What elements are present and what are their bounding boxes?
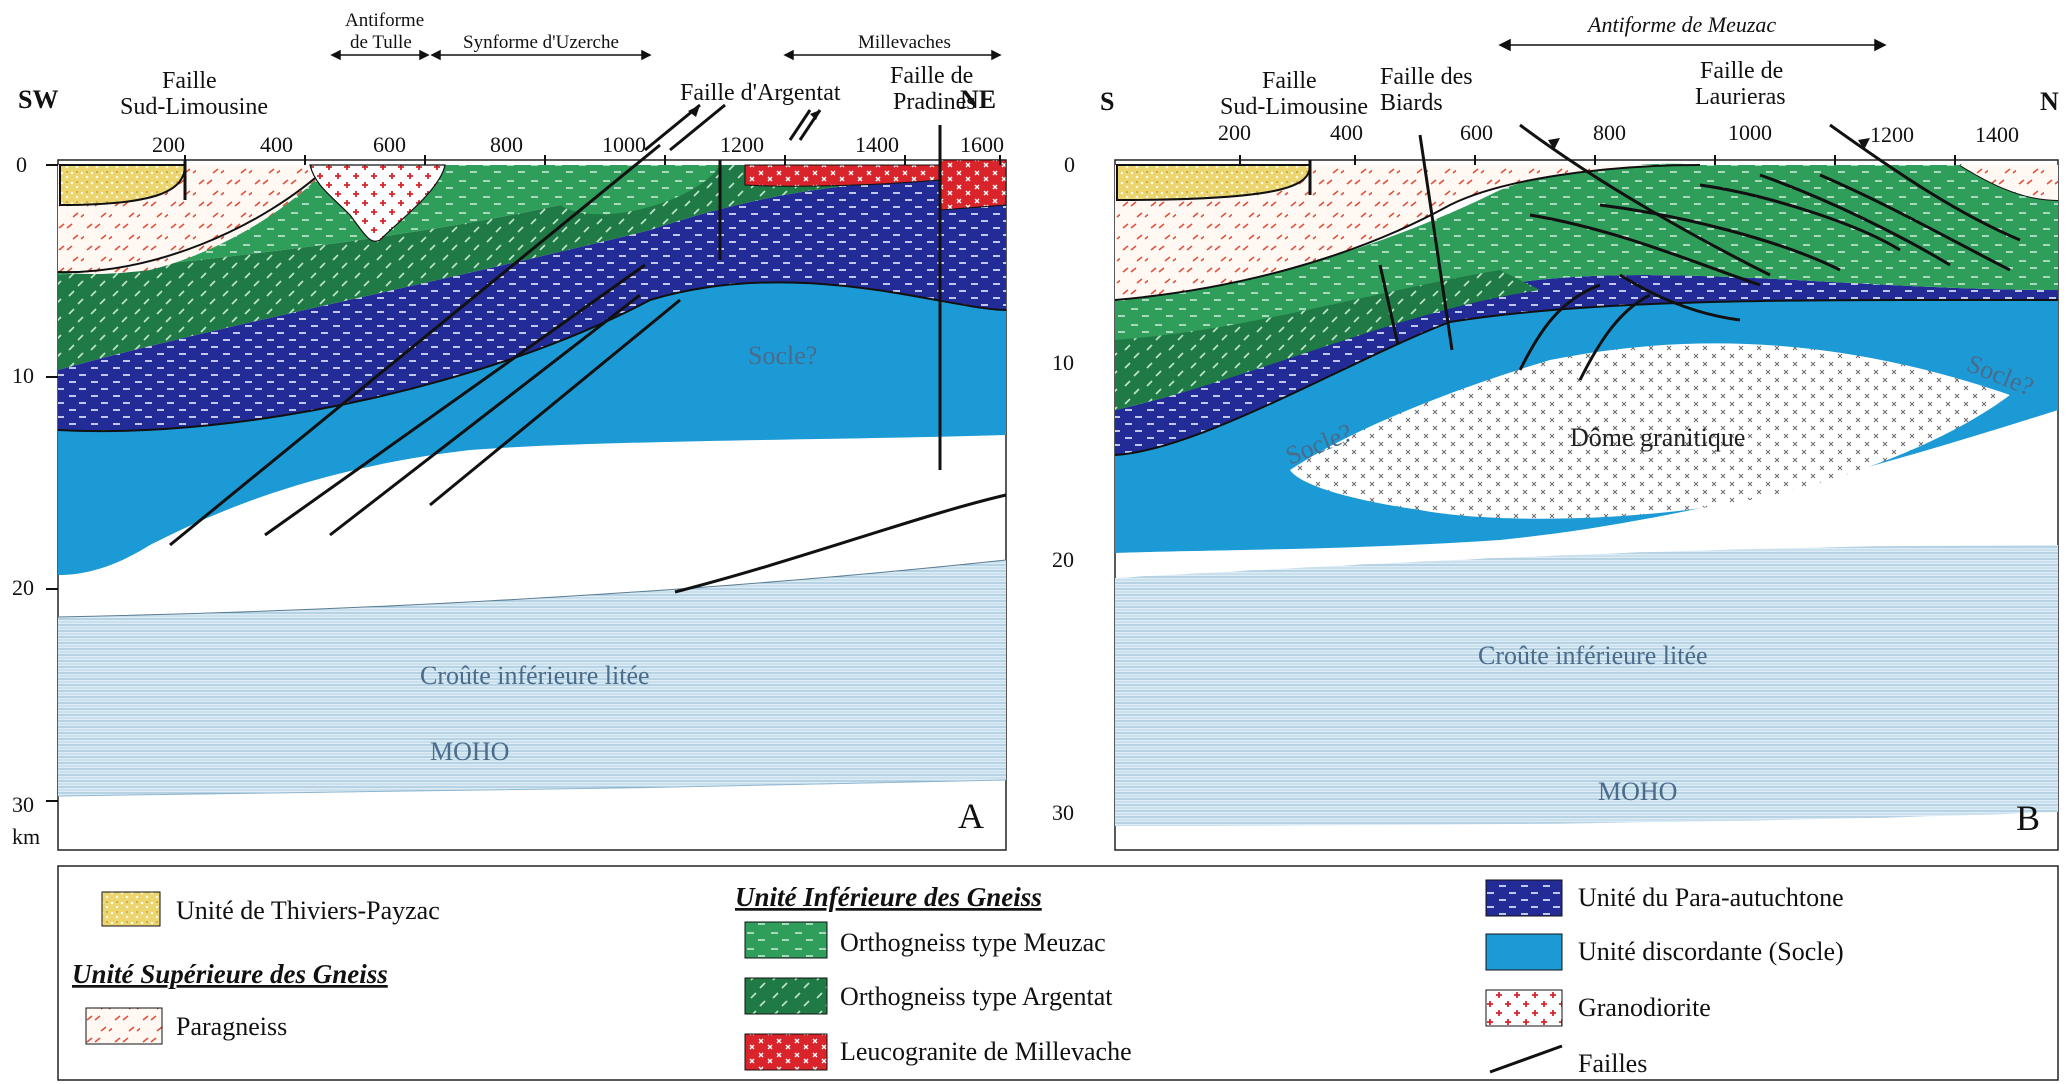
panel-b-header-antiforme: Antiforme de Meuzac — [1586, 12, 1776, 37]
panel-b-letter: B — [2016, 798, 2040, 838]
panel-a-label-faille-sud-limousine-2: Sud-Limousine — [120, 94, 268, 120]
panel-a-label-moho: MOHO — [430, 737, 509, 766]
panel-a-socle-layer — [58, 282, 1006, 575]
panel-b-xtick-200: 200 — [1218, 120, 1251, 145]
panel-a-dir-left: SW — [18, 85, 58, 114]
panel-a-dir-right: NE — [960, 85, 996, 114]
legend-failles: Failles — [1578, 1049, 1647, 1078]
legend-ortho-argentat: Orthogneiss type Argentat — [840, 982, 1113, 1011]
panel-b-xtick-1200: 1200 — [1870, 122, 1914, 147]
panel-b-depth-20: 20 — [1052, 547, 1074, 572]
legend-granodiorite: Granodiorite — [1578, 993, 1711, 1022]
panel-a-faults — [169, 103, 1007, 594]
legend-swatch-socle — [1485, 933, 1563, 971]
panel-b-label-faille-biards-1: Faille des — [1380, 64, 1473, 90]
legend-paragneiss: Paragneiss — [176, 1012, 287, 1041]
panel-b-xtick-800: 800 — [1593, 120, 1626, 145]
panel-a-orthogneiss-argentat — [58, 165, 1006, 370]
panel-b-xtick-1400: 1400 — [1975, 122, 2019, 147]
panel-a-label-faille-sud-limousine-1: Faille — [162, 68, 217, 94]
panel-a-xtick-600: 600 — [373, 132, 406, 157]
panel-b-orthogneiss-argentat — [1115, 270, 1540, 410]
legend-swatch-granodiorite — [1485, 989, 1563, 1027]
panel-b-label-faille-sud-limousine-1: Faille — [1262, 68, 1317, 94]
legend-para-autochtone: Unité du Para-autuchtone — [1578, 883, 1844, 912]
panel-a-xtick-400: 400 — [260, 132, 293, 157]
legend-superieure-title: Unité Supérieure des Gneiss — [72, 959, 388, 989]
panel-b-label-faille-biards-2: Biards — [1380, 90, 1443, 116]
panel-a-xtick-1600: 1600 — [960, 132, 1004, 157]
panel-b-paragneiss — [1115, 165, 1700, 300]
panel-a-label-socle: Socle? — [748, 341, 817, 370]
panel-b-granite-dome — [1290, 343, 2010, 519]
panel-b-label-lower-crust: Croûte inférieure litée — [1478, 641, 1708, 670]
panel-b: 200 400 600 800 1000 1200 1400 0 10 20 3… — [1052, 12, 2059, 851]
panel-b-depth-0: 0 — [1064, 152, 1075, 177]
panel-a-header-synforme: Synforme d'Uzerche — [463, 32, 619, 53]
panel-b-lower-crust — [1115, 545, 2058, 826]
panel-b-label-faille-sud-limousine-2: Sud-Limousine — [1220, 94, 1368, 120]
panel-a-depth-30: 30 — [12, 792, 34, 817]
panel-a-depth-20: 20 — [12, 575, 34, 600]
panel-b-para-autochtone-layer — [1115, 275, 2058, 455]
panel-a-granodiorite — [309, 164, 446, 242]
panel-a-depth-10: 10 — [12, 363, 34, 388]
panel-b-orthogneiss-meuzac — [1115, 163, 2058, 410]
panel-a-xtick-800: 800 — [490, 132, 523, 157]
panel-b-xtick-1000: 1000 — [1728, 120, 1772, 145]
legend-thiviers: Unité de Thiviers-Payzac — [176, 896, 440, 925]
legend: Unité de Thiviers-Payzac Unité Supérieur… — [57, 865, 2059, 1081]
panel-a-lower-crust — [58, 560, 1006, 796]
panel-a-xtick-1200: 1200 — [720, 132, 764, 157]
panel-a-depth-0: 0 — [16, 152, 27, 177]
panel-b-dir-right: N — [2040, 87, 2059, 116]
panel-b-label-dome: Dôme granitique — [1570, 423, 1745, 452]
panel-a-label-faille-pradines-2: Pradines — [893, 89, 976, 115]
panel-b-label-faille-laurieras-2: Laurieras — [1695, 84, 1786, 110]
panel-a-xtick-200: 200 — [152, 132, 185, 157]
panel-a-header-millevaches: Millevaches — [858, 32, 951, 53]
panel-b-x-ticks — [1239, 155, 1956, 165]
panel-b-label-moho: MOHO — [1598, 777, 1677, 806]
panel-a-label-faille-pradines-1: Faille de — [890, 63, 973, 89]
panel-a-header-antiforme-tulle-2: de Tulle — [350, 32, 412, 53]
panel-b-depth-30: 30 — [1052, 800, 1074, 825]
legend-inferieure-title: Unité Inférieure des Gneiss — [735, 882, 1042, 912]
legend-swatch-ortho-argentat — [744, 977, 828, 1015]
legend-swatch-paragneiss — [85, 1007, 163, 1045]
panel-a-para-autochtone-layer — [58, 180, 1006, 432]
panel-a-letter: A — [958, 796, 984, 836]
legend-swatch-thiviers — [101, 891, 161, 927]
legend-socle: Unité discordante (Socle) — [1578, 937, 1844, 966]
panel-a-label-faille-argentat: Faille d'Argentat — [680, 80, 841, 106]
legend-swatch-failles — [1489, 1044, 1563, 1074]
panel-a-header-antiforme-tulle-1: Antiforme — [345, 10, 424, 31]
panel-a-depth-ticks — [46, 164, 58, 802]
panel-a-depth-unit: km — [12, 824, 40, 849]
panel-a-label-lower-crust: Croûte inférieure litée — [420, 661, 650, 690]
panel-b-xtick-600: 600 — [1460, 120, 1493, 145]
panel-a-xtick-1000: 1000 — [602, 132, 646, 157]
legend-swatch-leucogranite — [744, 1033, 828, 1071]
panel-b-xtick-400: 400 — [1330, 120, 1363, 145]
legend-swatch-para-autochtone — [1485, 879, 1563, 917]
panel-b-depth-10: 10 — [1052, 350, 1074, 375]
legend-leucogranite: Leucogranite de Millevache — [840, 1037, 1132, 1066]
legend-ortho-meuzac: Orthogneiss type Meuzac — [840, 928, 1106, 957]
panel-b-faults — [1308, 123, 2021, 381]
panel-a-xtick-1400: 1400 — [855, 132, 899, 157]
panel-b-label-faille-laurieras-1: Faille de — [1700, 58, 1783, 84]
panel-b-dir-left: S — [1100, 87, 1114, 116]
panel-a-x-ticks — [184, 155, 1001, 165]
panel-a: 200 400 600 800 1000 1200 1400 1600 0 10… — [12, 10, 1007, 851]
legend-swatch-ortho-meuzac — [744, 921, 828, 959]
